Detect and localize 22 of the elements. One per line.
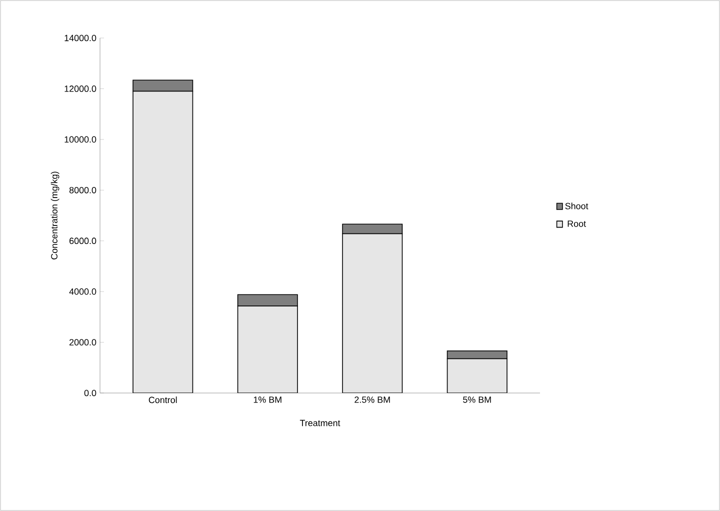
y-tick-label: 0.0: [84, 390, 96, 396]
y-tick-label: 4000.0: [69, 288, 96, 295]
y-tick-label: 8000.0: [69, 186, 96, 194]
legend-label: Root: [568, 220, 586, 227]
x-tick-label: 1% BM: [254, 396, 282, 403]
y-tick-label: 12000.0: [64, 86, 96, 92]
x-tick-label: 2.5% BM: [354, 396, 390, 403]
bar: [132, 90, 194, 393]
y-tick-label: 10000.0: [64, 136, 96, 143]
legend-label: Shoot: [565, 202, 588, 210]
y-tick-label: 14000.0: [64, 34, 96, 42]
x-tick-label: Control: [148, 396, 177, 404]
y-tick-label: 2000.0: [70, 339, 96, 346]
x-axis-title: Treatment: [300, 420, 340, 426]
bar: [237, 306, 298, 393]
y-axis-title: Concentration (mg/kg): [50, 172, 60, 260]
bar: [342, 224, 403, 234]
bar: [446, 358, 508, 393]
bar: [342, 233, 403, 393]
x-tick-label: 5% BM: [463, 396, 491, 403]
y-tick-label: 6000.0: [70, 238, 96, 244]
bar: [237, 294, 298, 306]
